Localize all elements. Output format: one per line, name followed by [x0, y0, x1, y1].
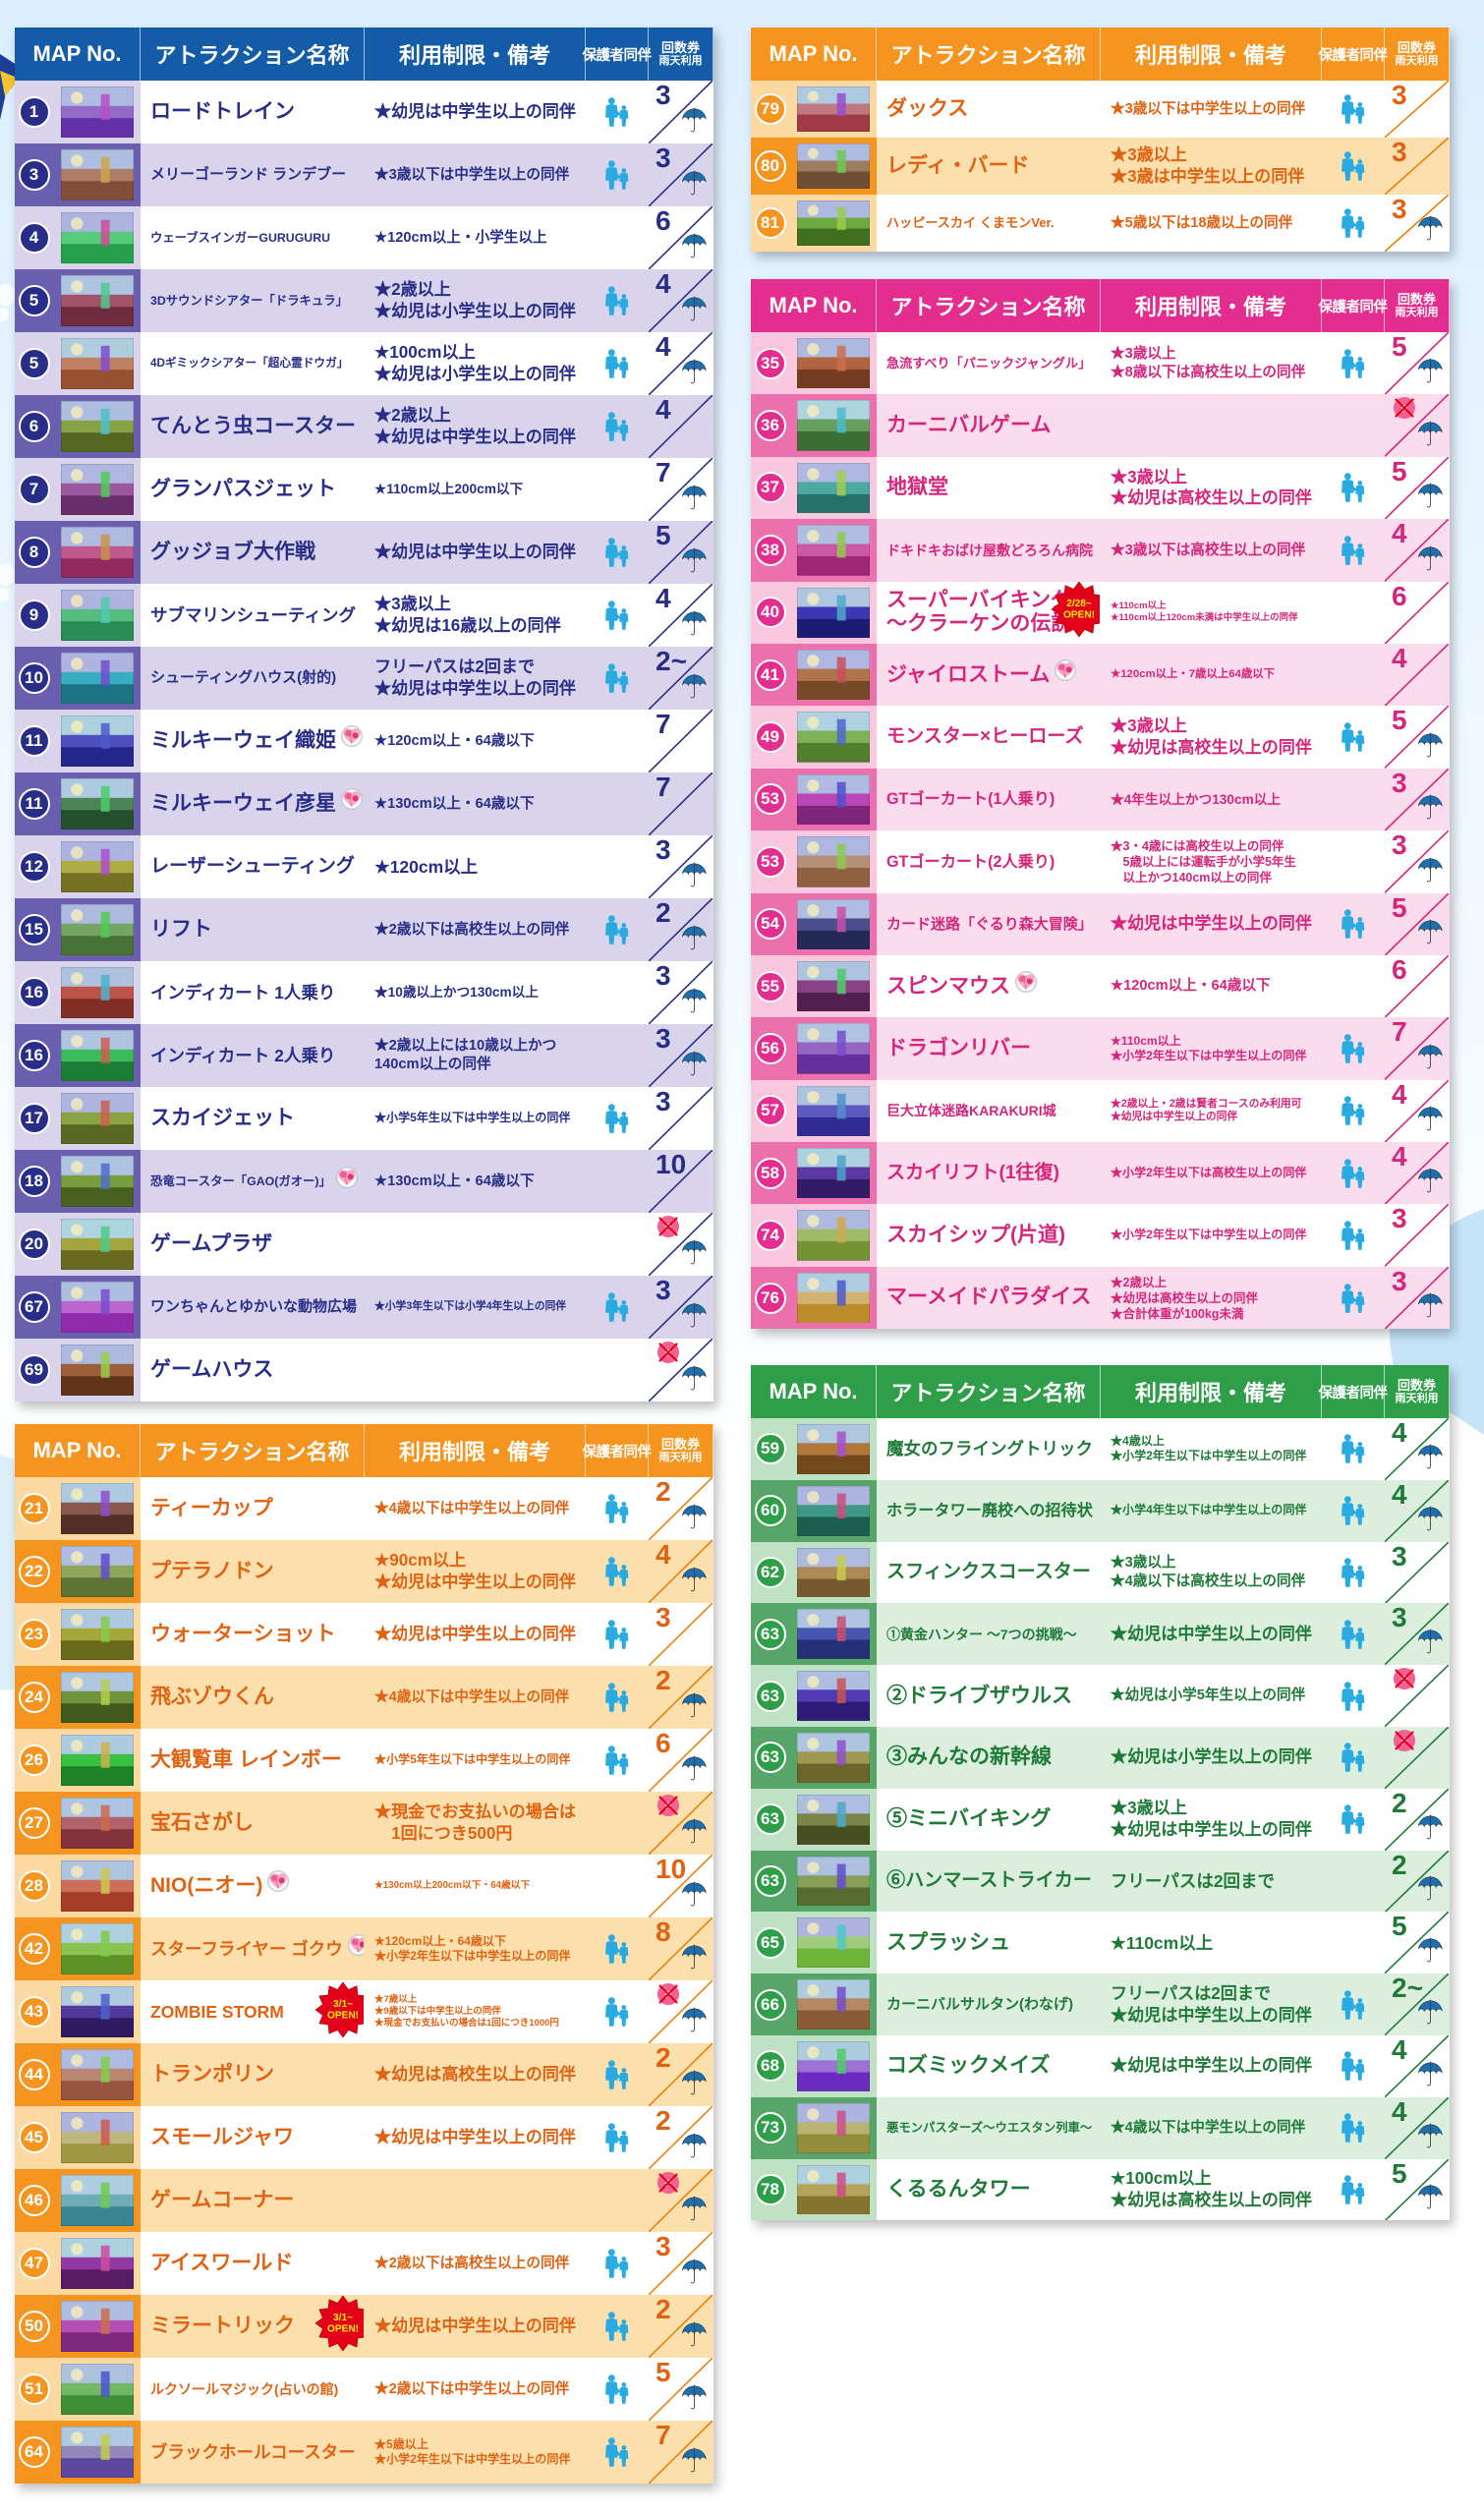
svg-text:OPEN!: OPEN!	[327, 2011, 359, 2022]
svg-text:2/28~: 2/28~	[1066, 599, 1092, 609]
svg-text:3/1~: 3/1~	[333, 1999, 353, 2010]
svg-text:3/1~: 3/1~	[333, 2313, 353, 2323]
svg-text:OPEN!: OPEN!	[327, 2324, 359, 2335]
svg-text:OPEN!: OPEN!	[1063, 610, 1095, 621]
